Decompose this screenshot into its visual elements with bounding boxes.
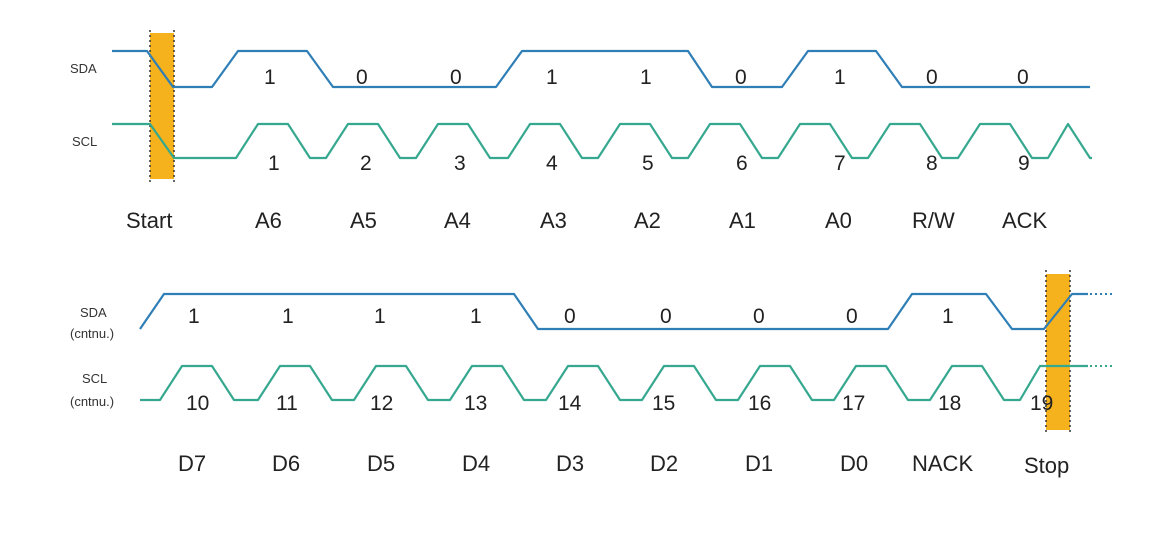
field-label: A6 [255,208,282,233]
field-label: D6 [272,451,300,476]
sda-waveform-row1 [112,49,1090,89]
clock-number: 2 [360,152,372,175]
bit-value: 1 [640,66,652,89]
clock-number: 12 [370,392,393,415]
bit-value: 1 [282,305,294,328]
field-label: A2 [634,208,661,233]
bit-value: 0 [846,305,858,328]
clock-number: 17 [842,392,865,415]
clock-number: 4 [546,152,558,175]
sda-bits-row1: 1 0 0 1 1 0 1 0 0 [264,66,1029,89]
field-label-nack: NACK [912,451,973,476]
clock-number: 3 [454,152,466,175]
clock-number: 14 [558,392,582,415]
field-label: A3 [540,208,567,233]
field-label: D2 [650,451,678,476]
field-label: D3 [556,451,584,476]
field-label: A4 [444,208,471,233]
field-label-start: Start [126,208,172,233]
bit-value: 0 [356,66,368,89]
field-label: R/W [912,208,955,233]
bit-value: 1 [546,66,558,89]
clock-number: 11 [276,392,298,415]
clock-number: 15 [652,392,675,415]
clock-number: 6 [736,152,748,175]
bit-value: 1 [188,305,200,328]
scl-waveform-row2 [140,364,1088,402]
field-label: A1 [729,208,756,233]
field-label: A5 [350,208,377,233]
bit-value: 1 [374,305,386,328]
bit-value: 0 [564,305,576,328]
clock-number: 5 [642,152,654,175]
bit-value: 0 [735,66,747,89]
bit-value: 0 [926,66,938,89]
bit-value: 1 [264,66,276,89]
clock-numbers-row1: 1 2 3 4 5 6 7 8 9 [268,152,1030,175]
start-marker [150,33,174,179]
bit-value: 1 [942,305,954,328]
sda-label-row2-line2: (cntnu.) [70,326,114,341]
field-label: D4 [462,451,490,476]
clock-number: 19 [1030,392,1053,415]
bit-value: 0 [1017,66,1029,89]
field-label: D0 [840,451,868,476]
field-label-stop: Stop [1024,453,1069,478]
clock-number: 7 [834,152,846,175]
clock-number: 10 [186,392,209,415]
field-label: D7 [178,451,206,476]
clock-number: 18 [938,392,961,415]
clock-number: 13 [464,392,487,415]
bit-value: 0 [450,66,462,89]
field-label: ACK [1002,208,1048,233]
scl-label-row2-line2: (cntnu.) [70,394,114,409]
clock-numbers-row2: 10 11 12 13 14 15 16 17 18 19 [186,392,1053,415]
bit-value: 1 [470,305,482,328]
sda-bits-row2: 1 1 1 1 0 0 0 0 1 [188,305,954,328]
clock-number: 9 [1018,152,1030,175]
bit-value: 1 [834,66,846,89]
clock-number: 1 [268,152,280,175]
clock-number: 16 [748,392,771,415]
scl-label-row2-line1: SCL [82,371,107,386]
field-label: D5 [367,451,395,476]
bit-value: 0 [753,305,765,328]
sda-label-row2-line1: SDA [80,305,107,320]
field-label: D1 [745,451,773,476]
clock-number: 8 [926,152,938,175]
sda-waveform-row2 [139,292,1088,331]
field-labels-row2: D7 D6 D5 D4 D3 D2 D1 D0 NACK Stop [178,451,1069,478]
scl-label-row1: SCL [72,134,97,149]
sda-label-row1: SDA [70,61,97,76]
field-labels-row1: Start A6 A5 A4 A3 A2 A1 A0 R/W ACK [126,208,1048,233]
scl-waveform-row1 [112,122,1092,160]
field-label: A0 [825,208,852,233]
bit-value: 0 [660,305,672,328]
